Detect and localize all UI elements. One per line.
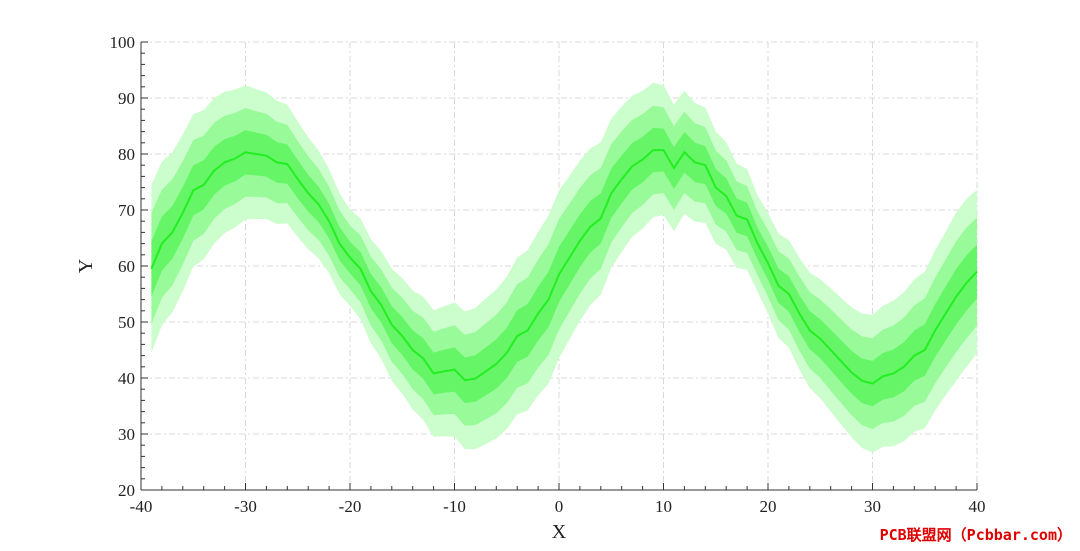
x-tick-label: -10	[443, 497, 466, 516]
y-tick-label: 20	[118, 481, 135, 500]
x-axis-label: X	[552, 521, 567, 543]
y-tick-label: 60	[118, 257, 135, 276]
y-tick-label: 100	[110, 33, 136, 52]
x-tick-label: 40	[969, 497, 986, 516]
y-tick-label: 80	[118, 145, 135, 164]
x-tick-label: 0	[555, 497, 564, 516]
x-tick-label: 20	[760, 497, 777, 516]
watermark: PCB联盟网（Pcbbar.com）	[879, 526, 1072, 544]
x-tick-label: -30	[234, 497, 257, 516]
x-tick-label: -40	[130, 497, 153, 516]
y-axis-label: Y	[75, 259, 97, 273]
y-tick-label: 50	[118, 313, 135, 332]
x-tick-label: 10	[655, 497, 672, 516]
x-tick-label: -20	[339, 497, 362, 516]
series-line-group	[150, 149, 978, 385]
y-tick-label: 90	[118, 89, 135, 108]
y-tick-label: 40	[118, 369, 135, 388]
x-tick-label: 30	[864, 497, 881, 516]
axes: -40 -30 -20 -10 0 10 20 30 40 20 30 40 50 60 70 80 90 100	[110, 33, 986, 516]
y-tick-label: 70	[118, 201, 135, 220]
y-tick-label: 30	[118, 425, 135, 444]
series-line	[150, 149, 978, 385]
